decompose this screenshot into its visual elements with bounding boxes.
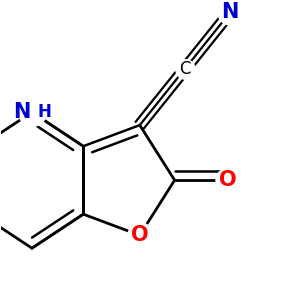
Text: C: C — [179, 60, 191, 78]
Text: O: O — [131, 225, 148, 245]
Text: H: H — [38, 103, 52, 121]
Text: N: N — [222, 2, 239, 22]
Text: N: N — [13, 102, 30, 122]
Text: O: O — [219, 170, 237, 190]
